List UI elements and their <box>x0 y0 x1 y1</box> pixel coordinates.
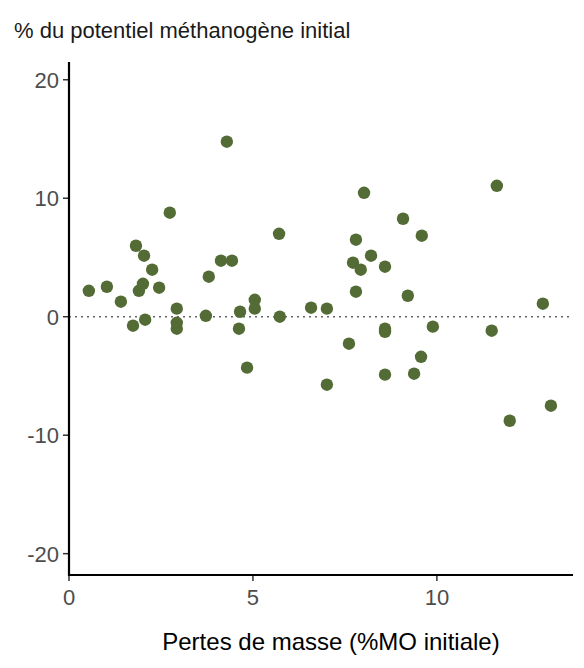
y-axis <box>68 62 70 576</box>
y-tick-label: -20 <box>27 542 59 567</box>
point <box>321 302 333 314</box>
x-axis-label: Pertes de masse (%MO initiale) <box>162 628 499 655</box>
y-tick-label: 10 <box>35 186 59 211</box>
point <box>379 326 391 338</box>
x-tick-label: 10 <box>425 585 449 610</box>
point <box>137 278 149 290</box>
y-tick-label: -10 <box>27 423 59 448</box>
point <box>241 361 253 373</box>
point <box>153 281 165 293</box>
point <box>537 297 549 309</box>
point <box>545 399 557 411</box>
point <box>350 286 362 298</box>
point <box>485 325 497 337</box>
y-tick-label: 0 <box>47 305 59 330</box>
point <box>115 295 127 307</box>
point <box>203 270 215 282</box>
point <box>415 351 427 363</box>
chart-root: % du potentiel méthanogène initial -20 -10… <box>0 0 584 668</box>
point <box>233 322 245 334</box>
point <box>397 213 409 225</box>
point <box>504 415 516 427</box>
point <box>355 263 367 275</box>
point <box>139 313 151 325</box>
point <box>83 285 95 297</box>
y-tick-label: 20 <box>35 68 59 93</box>
point <box>215 254 227 266</box>
x-axis <box>68 574 573 576</box>
title: % du potentiel méthanogène initial <box>14 18 350 43</box>
point <box>101 281 113 293</box>
point <box>274 311 286 323</box>
x-tick-label: 0 <box>63 585 75 610</box>
point <box>138 250 150 262</box>
point <box>427 320 439 332</box>
point <box>408 368 420 380</box>
point <box>273 228 285 240</box>
point <box>343 338 355 350</box>
point <box>321 379 333 391</box>
point <box>234 306 246 318</box>
point <box>379 368 391 380</box>
point <box>130 240 142 252</box>
point <box>171 302 183 314</box>
point <box>305 302 317 314</box>
point <box>358 187 370 199</box>
point <box>365 250 377 262</box>
point <box>127 320 139 332</box>
point <box>171 322 183 334</box>
point <box>249 302 261 314</box>
points <box>83 136 557 427</box>
point <box>226 254 238 266</box>
point <box>200 310 212 322</box>
point <box>164 207 176 219</box>
point <box>416 229 428 241</box>
point <box>350 234 362 246</box>
point <box>221 136 233 148</box>
point <box>402 290 414 302</box>
point <box>379 261 391 273</box>
point <box>491 180 503 192</box>
chart-svg: % du potentiel méthanogène initial -20 -10… <box>0 0 584 668</box>
point <box>146 263 158 275</box>
x-tick-label: 5 <box>247 585 259 610</box>
